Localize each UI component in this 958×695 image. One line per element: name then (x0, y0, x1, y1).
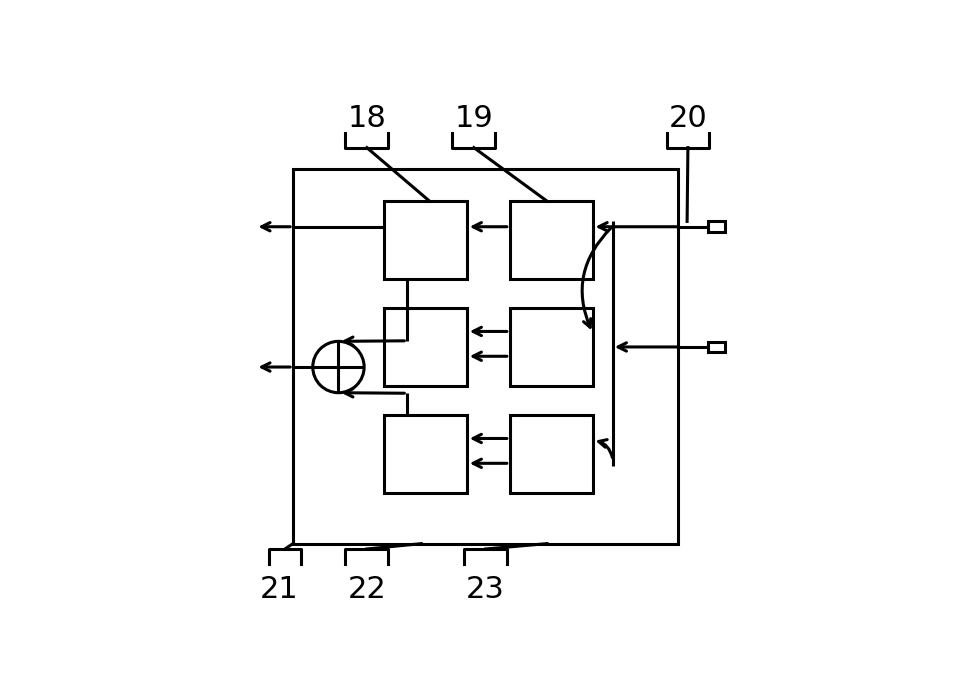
Polygon shape (708, 222, 725, 232)
Bar (293, 169, 678, 543)
Bar (510, 201, 593, 279)
Text: 21: 21 (261, 575, 299, 604)
Text: 20: 20 (669, 104, 707, 133)
Polygon shape (708, 342, 725, 352)
Bar (384, 201, 467, 279)
Bar (384, 415, 467, 493)
Text: 23: 23 (467, 575, 505, 604)
Bar (510, 415, 593, 493)
Bar (384, 308, 467, 386)
Text: 22: 22 (348, 575, 386, 604)
Bar (510, 308, 593, 386)
Text: 18: 18 (348, 104, 386, 133)
Text: 19: 19 (454, 104, 493, 133)
